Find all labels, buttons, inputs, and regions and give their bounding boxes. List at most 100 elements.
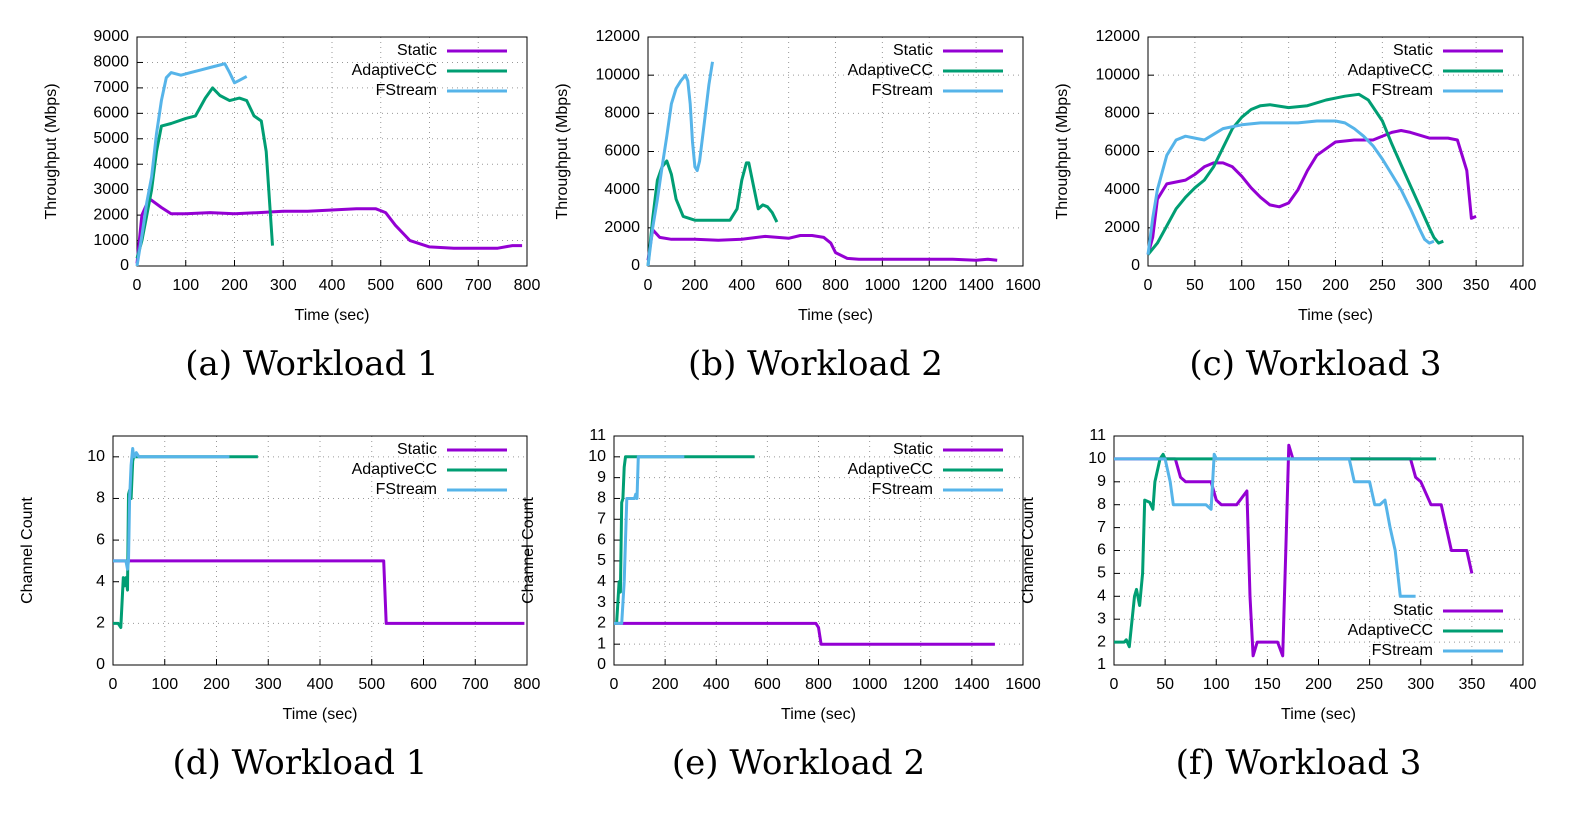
- y-tick-label: 6: [597, 531, 606, 548]
- y-tick-label: 6000: [1104, 143, 1140, 160]
- plot-frame: [1113, 435, 1524, 666]
- caption: (d) Workload 1: [173, 743, 428, 783]
- x-tick-label: 200: [203, 676, 230, 693]
- x-tick-label: 300: [255, 676, 282, 693]
- y-tick-label: 3000: [93, 181, 129, 198]
- series-line: [1114, 452, 1437, 649]
- y-tick-label: 1000: [93, 232, 129, 249]
- x-axis-label: Time (sec): [1298, 307, 1373, 324]
- y-tick-label: 10: [1088, 450, 1106, 467]
- x-tick-label: 100: [1203, 676, 1230, 693]
- y-tick-label: 0: [631, 257, 640, 274]
- y-tick-label: 12000: [596, 28, 641, 45]
- x-tick-label: 1000: [852, 676, 888, 693]
- x-tick-label: 300: [1416, 277, 1443, 294]
- legend-label: AdaptiveCC: [352, 461, 437, 478]
- series-line: [646, 159, 779, 267]
- y-tick-label: 6: [96, 531, 105, 548]
- series-line: [614, 621, 995, 646]
- x-tick-label: 0: [109, 676, 118, 693]
- y-tick-label: 5: [597, 552, 606, 569]
- x-tick-label: 100: [151, 676, 178, 693]
- y-tick-label: 4000: [1104, 181, 1140, 198]
- y-tick-label: 0: [1131, 257, 1140, 274]
- x-tick-label: 400: [307, 676, 334, 693]
- x-axis-label: Time (sec): [1281, 706, 1356, 723]
- x-tick-label: 350: [1463, 277, 1490, 294]
- x-tick-label: 400: [728, 277, 755, 294]
- legend-label: AdaptiveCC: [848, 62, 933, 79]
- x-tick-label: 200: [1322, 277, 1349, 294]
- y-tick-label: 0: [120, 257, 129, 274]
- x-tick-label: 0: [1144, 277, 1153, 294]
- x-tick-label: 500: [367, 277, 394, 294]
- x-tick-label: 350: [1459, 676, 1486, 693]
- series-line: [1146, 92, 1444, 256]
- y-tick-label: 1: [597, 635, 606, 652]
- series-line: [113, 559, 525, 625]
- x-tick-label: 1200: [911, 277, 947, 294]
- plot-frame: [613, 435, 1024, 666]
- series-line: [1146, 119, 1435, 255]
- y-tick-label: 2: [597, 615, 606, 632]
- x-tick-label: 1200: [903, 676, 939, 693]
- x-tick-label: 250: [1356, 676, 1383, 693]
- plot-frame: [1147, 36, 1524, 267]
- series-line: [1114, 452, 1416, 598]
- x-tick-label: 50: [1186, 277, 1204, 294]
- y-tick-label: 8000: [604, 105, 640, 122]
- x-tick-label: 600: [754, 676, 781, 693]
- x-axis-label: Time (sec): [283, 706, 358, 723]
- x-tick-label: 50: [1156, 676, 1174, 693]
- y-tick-label: 11: [589, 427, 606, 444]
- plot-frame: [136, 36, 528, 267]
- y-tick-label: 8000: [1104, 105, 1140, 122]
- y-tick-label: 2: [1097, 633, 1106, 650]
- y-tick-label: 10000: [1096, 66, 1141, 83]
- y-tick-label: 2: [96, 615, 105, 632]
- y-tick-label: 8: [597, 490, 606, 507]
- legend-label: AdaptiveCC: [1348, 62, 1433, 79]
- legend-label: FStream: [872, 481, 933, 498]
- y-tick-label: 0: [96, 656, 105, 673]
- series-line: [646, 61, 714, 267]
- legend-label: AdaptiveCC: [1348, 622, 1433, 639]
- legend-label: FStream: [1372, 82, 1433, 99]
- x-axis-label: Time (sec): [798, 307, 873, 324]
- x-tick-label: 200: [682, 277, 709, 294]
- caption: (e) Workload 2: [672, 743, 925, 783]
- legend-label: Static: [893, 441, 933, 458]
- caption: (a) Workload 1: [185, 344, 438, 384]
- y-tick-label: 10000: [596, 66, 641, 83]
- y-tick-label: 5000: [93, 130, 129, 147]
- x-tick-label: 200: [652, 676, 679, 693]
- x-tick-label: 100: [172, 277, 199, 294]
- x-tick-label: 400: [1510, 277, 1537, 294]
- y-tick-label: 9000: [93, 28, 129, 45]
- y-tick-label: 3: [597, 594, 606, 611]
- y-tick-label: 4: [96, 573, 105, 590]
- y-tick-label: 9: [1097, 473, 1106, 490]
- x-tick-label: 1600: [1005, 676, 1041, 693]
- legend-label: FStream: [872, 82, 933, 99]
- series-line: [113, 455, 258, 629]
- y-axis-label: Channel Count: [520, 497, 537, 604]
- series-line: [135, 86, 274, 259]
- y-axis-label: Channel Count: [19, 497, 36, 604]
- y-tick-label: 12000: [1096, 28, 1141, 45]
- series-line: [135, 197, 523, 264]
- series-line: [614, 455, 755, 625]
- y-tick-label: 2000: [93, 206, 129, 223]
- y-tick-label: 6000: [604, 143, 640, 160]
- y-tick-label: 4: [597, 573, 606, 590]
- x-axis-label: Time (sec): [295, 307, 370, 324]
- x-tick-label: 600: [410, 676, 437, 693]
- y-tick-label: 9: [597, 469, 606, 486]
- x-tick-label: 400: [1510, 676, 1537, 693]
- y-axis-label: Channel Count: [1020, 497, 1037, 604]
- x-tick-label: 300: [1407, 676, 1434, 693]
- y-tick-label: 1: [1097, 656, 1106, 673]
- series-line: [646, 228, 998, 262]
